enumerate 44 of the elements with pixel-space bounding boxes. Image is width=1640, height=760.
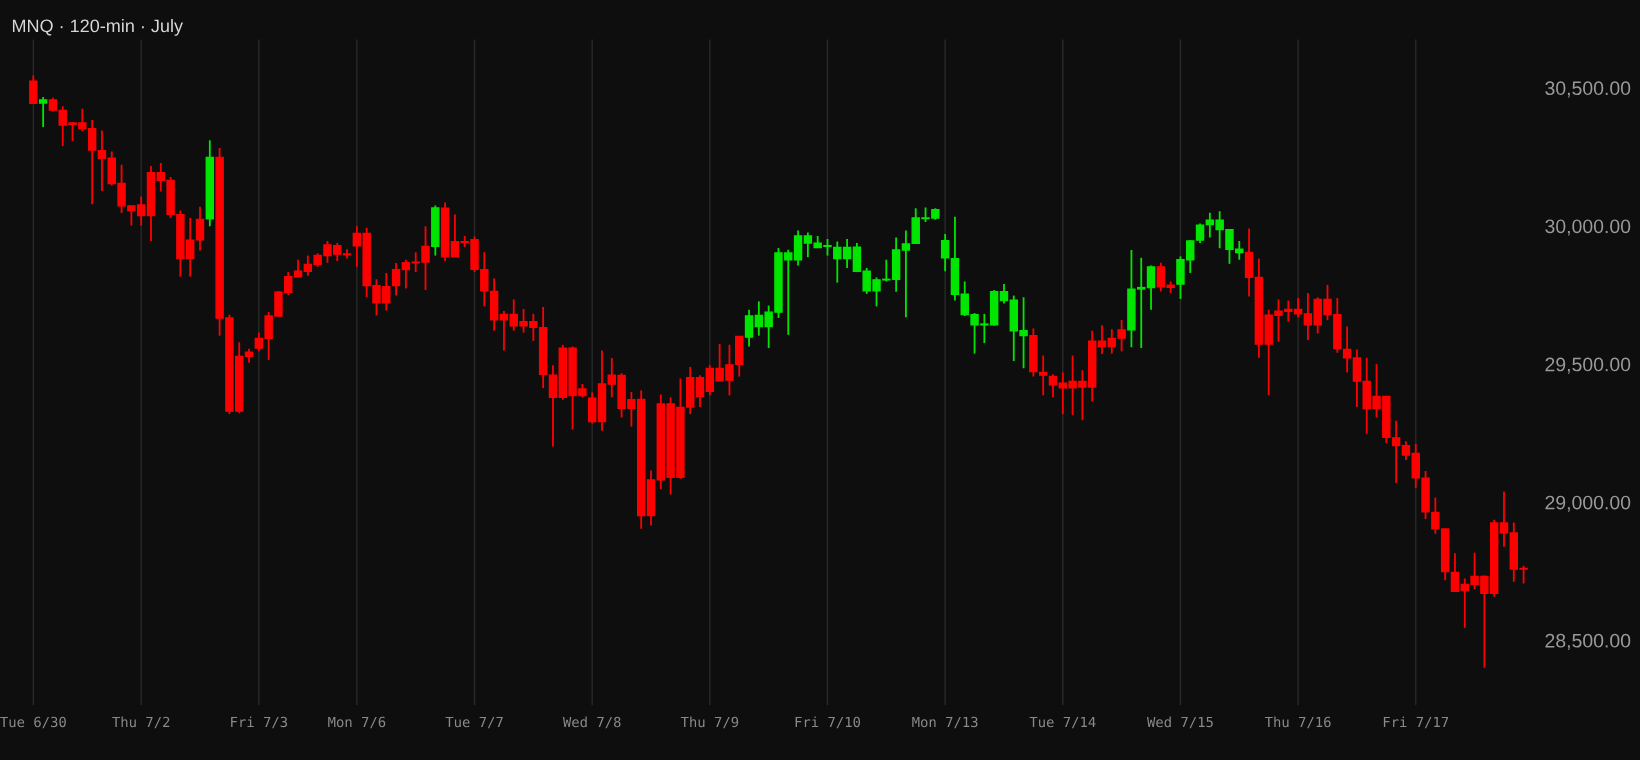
y-tick-label: 29,000.00 (1545, 495, 1631, 512)
candlestick (587, 391, 597, 425)
candlestick (1342, 325, 1352, 374)
candlestick (391, 262, 401, 297)
candlestick (1352, 348, 1362, 408)
y-tick-label: 29,500.00 (1545, 357, 1631, 374)
x-tick-label: Thu 7/16 (1264, 716, 1331, 729)
x-tick-label: Fri 7/17 (1383, 716, 1449, 729)
candlestick (1048, 373, 1058, 399)
candlestick (901, 229, 911, 319)
x-tick-label: Wed 7/8 (562, 716, 621, 729)
candlestick (695, 374, 705, 408)
candlestick (1038, 354, 1048, 397)
candlestick (1450, 552, 1460, 593)
x-tick-label: Thu 7/2 (112, 716, 170, 729)
x-tick-label: Tue 7/7 (445, 716, 503, 729)
candlestick (38, 96, 48, 128)
candlestick (999, 283, 1009, 305)
x-tick-label: Thu 7/9 (680, 716, 739, 729)
x-tick-label: Mon 7/13 (912, 716, 978, 729)
x-tick-label: Tue 6/30 (0, 716, 66, 729)
y-tick-label: 30,500.00 (1545, 81, 1631, 98)
candlestick (1097, 324, 1107, 355)
x-tick-label: Tue 7/14 (1029, 716, 1096, 729)
chart-title: MNQ · 120-min · July (12, 19, 183, 36)
candlestick (1401, 440, 1411, 461)
candlestick (1146, 264, 1156, 311)
x-tick-label: Mon 7/6 (328, 716, 386, 729)
candlestick (548, 364, 558, 448)
y-tick-label: 30,000.00 (1545, 219, 1631, 236)
y-tick-label: 28,500.00 (1545, 633, 1631, 650)
candlestick (499, 310, 509, 352)
candlestick (97, 129, 107, 192)
candlestick (1499, 490, 1509, 548)
x-tick-label: Wed 7/15 (1147, 716, 1213, 729)
candlestick (744, 308, 754, 348)
x-tick-label: Fri 7/3 (231, 716, 288, 729)
candlestick (29, 74, 38, 105)
candlestick (450, 213, 460, 258)
candlestick (195, 205, 205, 252)
candlestick (793, 229, 803, 267)
candlestick (940, 233, 950, 273)
candlestick (342, 248, 352, 260)
x-tick-label: Fri 7/10 (795, 716, 861, 729)
